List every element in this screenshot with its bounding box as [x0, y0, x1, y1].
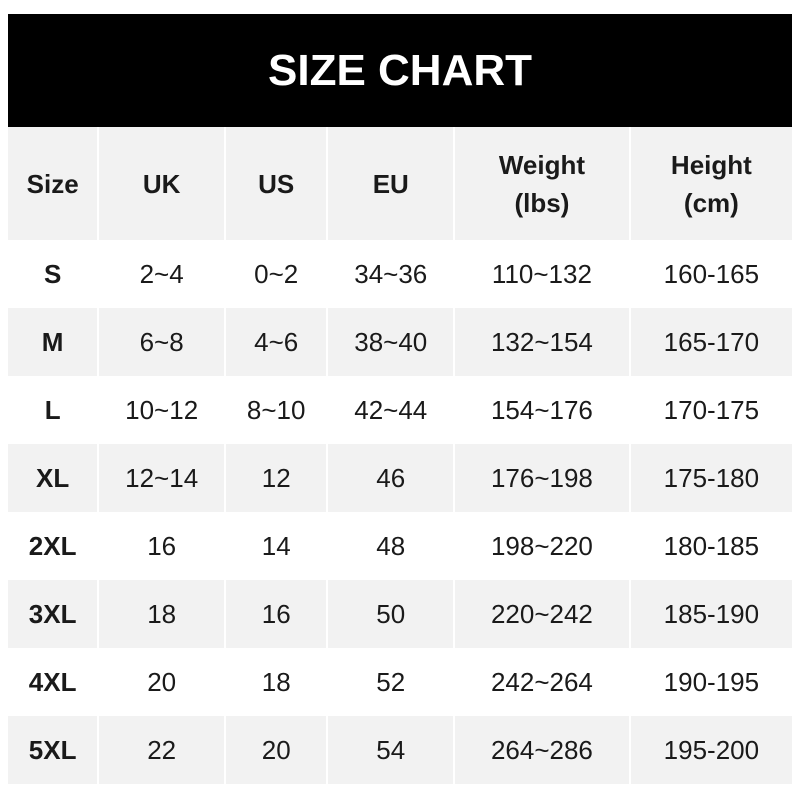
table-row: S 2~4 0~2 34~36 110~132 160-165	[8, 240, 792, 308]
column-header: US	[226, 127, 329, 240]
table-cell: 12	[226, 444, 329, 512]
table-cell: 48	[328, 512, 456, 580]
table-cell: 264~286	[455, 716, 631, 784]
table-cell: 132~154	[455, 308, 631, 376]
column-header-text: EU	[372, 168, 409, 199]
table-cell: 195-200	[630, 716, 792, 784]
table-row: 5XL 22 20 54 264~286 195-200	[8, 716, 792, 784]
column-header: Weight (lbs)	[455, 127, 631, 240]
table-cell: 110~132	[455, 240, 631, 308]
size-cell: 2XL	[8, 512, 100, 580]
table-cell: 180-185	[663, 530, 760, 561]
table-cell: 52	[328, 648, 456, 716]
table-cell: 50	[328, 580, 456, 648]
size-cell: S	[8, 240, 100, 308]
column-header: UK	[99, 127, 227, 240]
table-cell: 8~10	[226, 376, 329, 444]
table-cell: 46	[328, 444, 456, 512]
table-cell: 0~2	[226, 240, 329, 308]
table-cell: 170-175	[663, 394, 760, 425]
table-cell: 20	[226, 716, 329, 784]
table-cell: 38~40	[328, 308, 456, 376]
table-cell: 185-190	[630, 580, 792, 648]
size-cell: L	[8, 376, 100, 444]
table-cell: 22	[99, 716, 227, 784]
table-cell: 16	[99, 512, 227, 580]
header-row: Size UK US EU Weight (lbs) Height (cm)	[8, 127, 792, 240]
table-cell: 220~242	[455, 580, 631, 648]
table-cell: 4~6	[226, 308, 329, 376]
table-row: 4XL 20 18 52 242~264 190-195	[8, 648, 792, 716]
table-cell: 198~220	[455, 512, 631, 580]
column-header-text: (lbs)	[514, 187, 570, 218]
table-cell: 6~8	[99, 308, 227, 376]
table-row: XL 12~14 12 46 176~198 175-180	[8, 444, 792, 512]
size-chart-table: Size UK US EU Weight (lbs) Height (cm) S 2~4 0~2 3…	[8, 127, 792, 784]
size-cell: 5XL	[8, 716, 100, 784]
table-cell: 12~14	[99, 444, 227, 512]
table-cell: 190-195	[663, 666, 760, 697]
page-title: SIZE CHART	[8, 14, 792, 127]
column-header-text: Size	[26, 168, 79, 199]
column-header: Height (cm)	[630, 127, 792, 240]
table-row: L 10~12 8~10 42~44 154~176 170-175	[8, 376, 792, 444]
column-header-text: UK	[142, 168, 181, 199]
size-cell: 4XL	[8, 648, 100, 716]
table-cell: 16	[226, 580, 329, 648]
column-header-text: US	[258, 168, 295, 199]
table-cell: 2~4	[99, 240, 227, 308]
table-cell: 165-170	[630, 308, 792, 376]
column-header: Size	[8, 127, 100, 240]
table-cell: 175-180	[630, 444, 792, 512]
table-cell: 160-165	[663, 258, 760, 289]
column-header: EU	[328, 127, 456, 240]
table-cell: 20	[99, 648, 227, 716]
table-cell: 18	[226, 648, 329, 716]
column-header-text: Weight	[498, 149, 586, 180]
table-cell: 176~198	[455, 444, 631, 512]
table-cell: 14	[226, 512, 329, 580]
table-cell: 54	[328, 716, 456, 784]
table-cell: 242~264	[455, 648, 631, 716]
size-cell: M	[8, 308, 100, 376]
table-row: M 6~8 4~6 38~40 132~154 165-170	[8, 308, 792, 376]
table-cell: 34~36	[328, 240, 456, 308]
size-cell: 3XL	[8, 580, 100, 648]
column-header-text: Height	[670, 149, 752, 180]
size-cell: XL	[8, 444, 100, 512]
table-row: 2XL 16 14 48 198~220 180-185	[8, 512, 792, 580]
table-cell: 10~12	[99, 376, 227, 444]
table-cell: 42~44	[328, 376, 456, 444]
column-header-text: (cm)	[683, 187, 739, 218]
table-cell: 154~176	[455, 376, 631, 444]
table-cell: 18	[99, 580, 227, 648]
table-row: 3XL 18 16 50 220~242 185-190	[8, 580, 792, 648]
